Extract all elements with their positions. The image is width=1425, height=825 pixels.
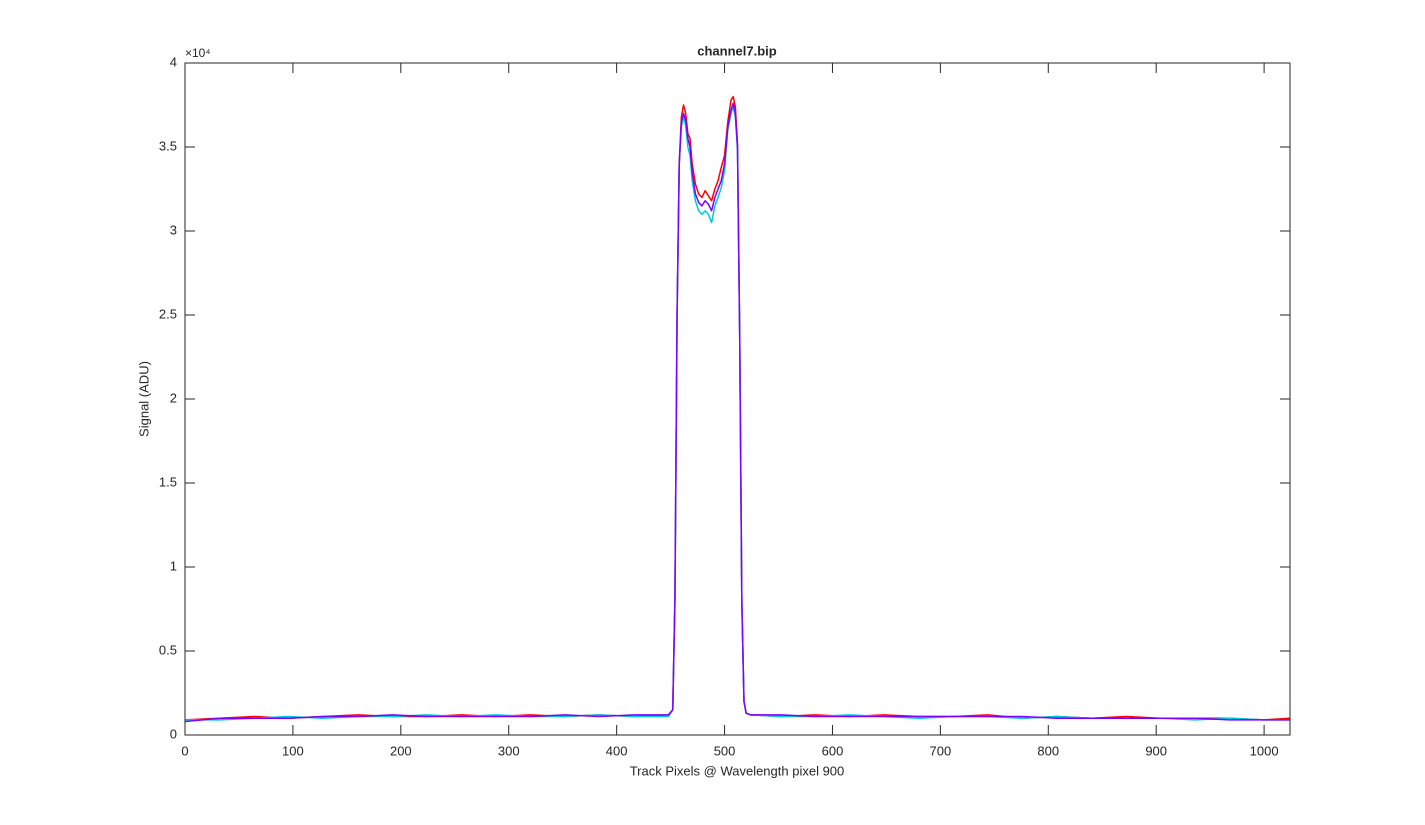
x-tick-label: 500 <box>714 743 736 758</box>
x-tick-label: 900 <box>1145 743 1167 758</box>
y-tick-label: 1.5 <box>159 474 177 489</box>
x-axis-label: Track Pixels @ Wavelength pixel 900 <box>630 763 845 778</box>
x-tick-label: 0 <box>181 743 188 758</box>
y-tick-label: 4 <box>170 54 177 69</box>
y-tick-label: 0.5 <box>159 642 177 657</box>
x-tick-label: 600 <box>822 743 844 758</box>
y-tick-label: 3.5 <box>159 138 177 153</box>
y-tick-label: 2 <box>170 390 177 405</box>
x-tick-label: 1000 <box>1250 743 1279 758</box>
y-axis-label: Signal (ADU) <box>136 361 151 437</box>
x-tick-label: 700 <box>930 743 952 758</box>
y-tick-label: 2.5 <box>159 306 177 321</box>
x-tick-label: 400 <box>606 743 628 758</box>
x-tick-label: 200 <box>390 743 412 758</box>
y-tick-label: 1 <box>170 558 177 573</box>
x-tick-label: 100 <box>282 743 304 758</box>
chart-title: channel7.bip <box>697 43 777 58</box>
y-tick-label: 3 <box>170 222 177 237</box>
y-exponent-label: ×10⁴ <box>185 46 211 60</box>
y-tick-label: 0 <box>170 726 177 741</box>
x-tick-label: 800 <box>1037 743 1059 758</box>
series-line <box>184 102 1290 723</box>
x-tick-label: 300 <box>498 743 520 758</box>
